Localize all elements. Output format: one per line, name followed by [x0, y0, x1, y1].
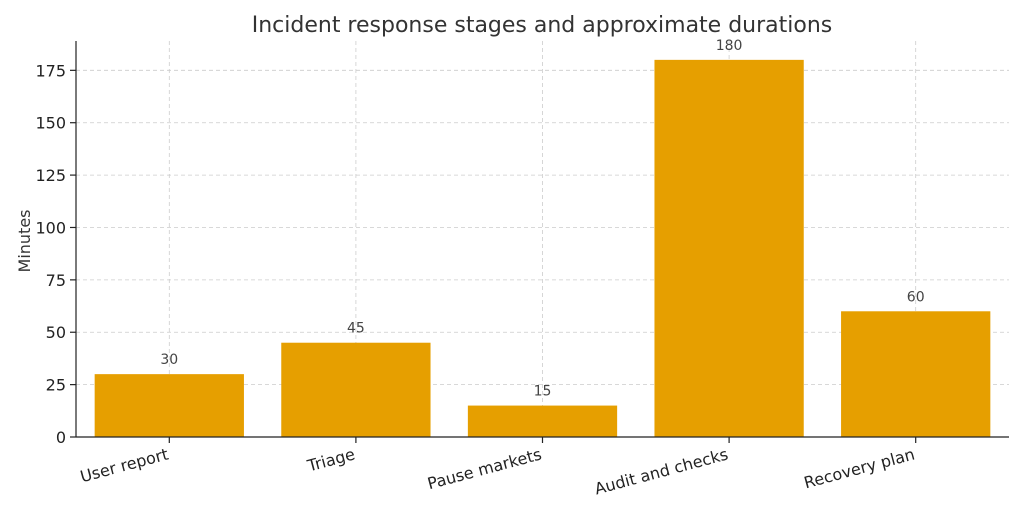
y-tick-label: 50 [46, 323, 66, 342]
x-tick-label: User report [78, 445, 170, 487]
bar [467, 405, 618, 437]
y-tick-label: 0 [56, 428, 66, 447]
y-tick-label: 125 [35, 166, 66, 185]
bar [281, 342, 431, 437]
data-label: 45 [347, 321, 365, 337]
y-axis-label: Minutes [15, 210, 34, 273]
bar [654, 59, 804, 437]
y-tick-label: 175 [35, 61, 66, 80]
y-tick-label: 150 [35, 114, 66, 133]
y-tick-label: 25 [46, 376, 66, 395]
bar [94, 374, 244, 437]
chart-title: Incident response stages and approximate… [252, 13, 833, 38]
x-tick-label: Recovery plan [802, 445, 917, 493]
data-label: 180 [716, 38, 743, 54]
data-label: 30 [160, 352, 178, 368]
x-tick-label: Audit and checks [592, 445, 730, 499]
data-label: 15 [534, 384, 552, 400]
x-tick-label: Triage [304, 445, 356, 476]
bar [841, 311, 991, 437]
y-tick-label: 100 [35, 218, 66, 237]
data-label: 60 [907, 289, 925, 305]
y-tick-label: 75 [46, 271, 66, 290]
x-tick-label: Pause markets [425, 445, 543, 494]
